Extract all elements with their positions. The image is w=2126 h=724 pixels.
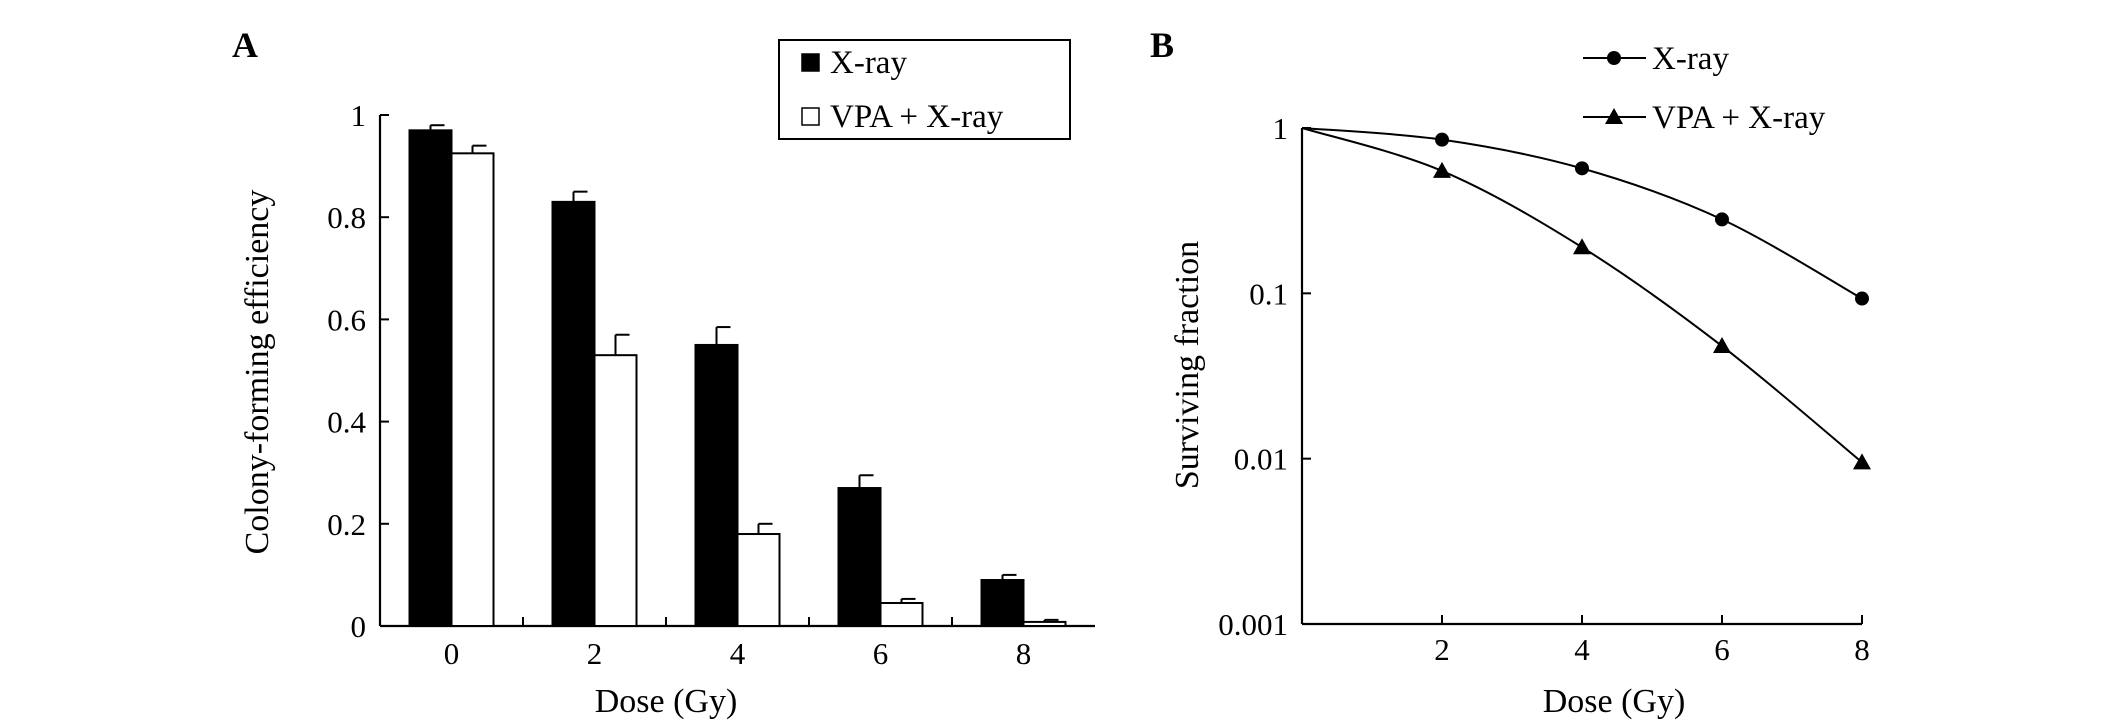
point-vpa-x-ray-4 [1573,238,1591,255]
y-tick-label: 0 [351,609,367,644]
y-tick-label: 1 [1273,111,1289,146]
panel-b-series-lines [1301,127,1863,464]
x-tick-label: 2 [587,636,603,671]
bar-vpa-x-ray-6 [879,602,924,628]
legend-marker-circle-icon [1607,51,1621,65]
point-x-ray-2 [1435,132,1449,147]
y-tick-label: 0.01 [1234,442,1288,477]
x-tick-label: 4 [1574,632,1590,667]
point-x-ray-8 [1855,291,1869,306]
legend-swatch-vpa-x-ray [801,107,820,126]
panel-b-x-axis-title: Dose (Gy) [1543,683,1686,720]
point-x-ray-4 [1575,161,1589,176]
x-tick-label: 6 [1714,632,1730,667]
series-line-x-ray [1301,127,1863,300]
panel-a-y-ticks: 0 0.2 0.4 0.6 0.8 1 [327,98,389,644]
panel-a-legend-box [778,39,1071,140]
panel-b-x-ticks: 2 4 6 8 [1434,615,1870,667]
point-vpa-x-ray-8 [1853,453,1871,470]
panel-b-y-ticks: 0.001 0.01 0.1 1 [1218,111,1311,642]
panel-a-legend: X-ray VPA + X-ray [778,39,1071,140]
panel-a-bar-chart: A 0 0.2 0.4 0.6 0.8 1 0 2 4 6 8 Colony-forming ef… [232,25,1095,720]
legend-marker-triangle-icon [1605,108,1623,124]
panel-b-legend: X-ray VPA + X-ray [1583,41,1826,136]
panel-a-y-axis-title: Colony-forming efficiency [239,190,276,555]
point-vpa-x-ray-6 [1713,337,1731,354]
bar-x-ray-0 [408,129,453,628]
panel-a-x-axis-title: Dose (Gy) [595,683,738,720]
panel-b-label: B [1150,25,1174,65]
y-tick-label: 0.4 [327,405,366,440]
y-tick-label: 1 [351,98,367,133]
x-tick-label: 2 [1434,632,1450,667]
legend-label-x-ray: X-ray [830,45,907,81]
bar-x-ray-8 [980,579,1025,628]
y-tick-label: 0.001 [1218,607,1288,642]
panel-a-x-ticks: 0 2 4 6 8 [444,617,1032,671]
x-tick-label: 6 [873,636,889,671]
y-tick-label: 0.1 [1249,276,1288,311]
y-tick-label: 0.2 [327,507,366,542]
x-tick-label: 4 [730,636,746,671]
point-x-ray-6 [1715,212,1729,227]
y-tick-label: 0.8 [327,200,366,235]
panel-b-markers [1433,132,1871,470]
x-tick-label: 8 [1016,636,1032,671]
bar-x-ray-2 [551,200,596,627]
panel-a-label: A [232,25,258,65]
bar-vpa-x-ray-4 [736,533,781,628]
x-tick-label: 8 [1854,632,1870,667]
y-tick-label: 0.6 [327,302,366,337]
legend-label-b-x-ray: X-ray [1652,41,1729,77]
legend-swatch-x-ray [801,53,820,72]
x-tick-label: 0 [444,636,460,671]
legend-label-b-vpa-x-ray: VPA + X-ray [1652,100,1826,136]
bar-x-ray-6 [837,487,882,627]
panel-a-bars [408,124,1067,628]
point-vpa-x-ray-2 [1433,161,1451,178]
bar-x-ray-4 [694,343,739,627]
legend-label-vpa-x-ray: VPA + X-ray [830,99,1004,135]
bar-vpa-x-ray-8 [1022,620,1067,627]
series-line-vpa-x-ray [1301,127,1863,464]
bar-vpa-x-ray-0 [450,152,495,627]
bar-vpa-x-ray-2 [593,354,638,627]
panel-b-y-axis-title: Surviving fraction [1169,241,1206,489]
